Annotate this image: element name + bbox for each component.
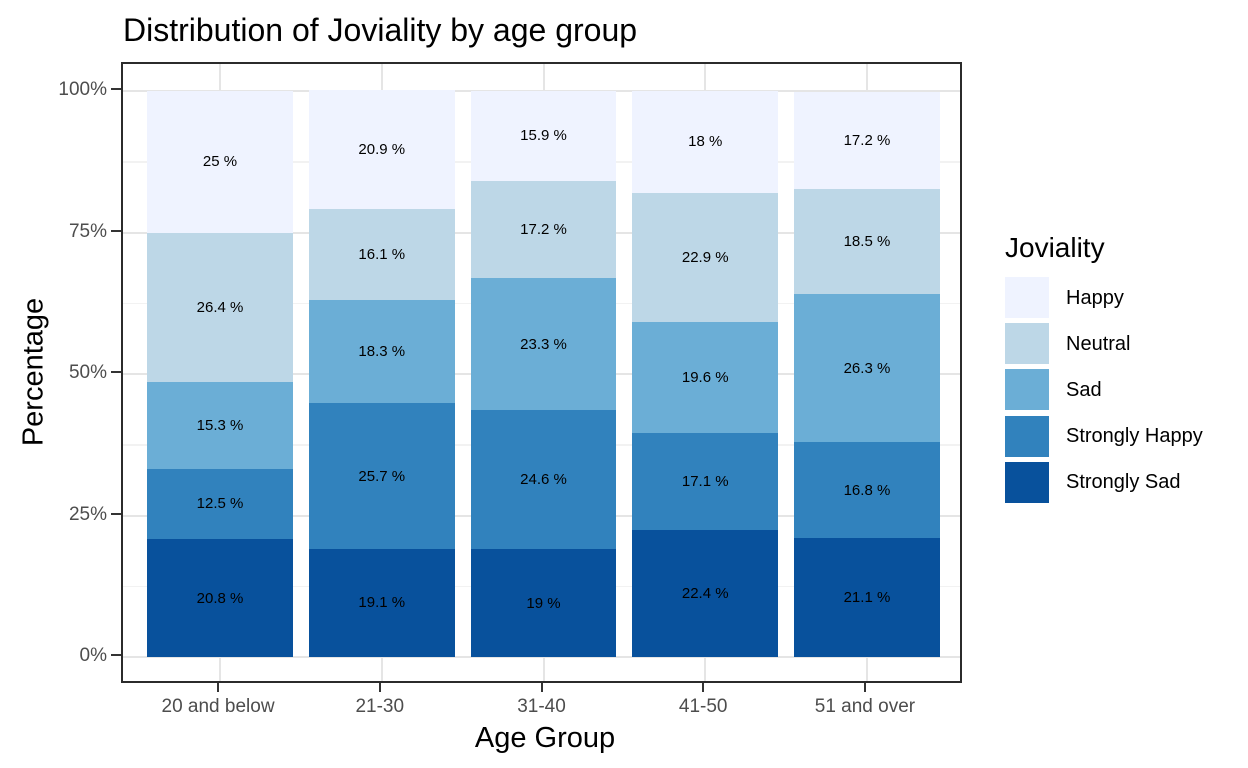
legend-key-swatch (1005, 461, 1049, 503)
bar-segment: 25 % (147, 91, 293, 233)
bar-segment: 18.5 % (794, 188, 940, 294)
y-tick-mark (111, 229, 121, 232)
x-tick-mark (378, 683, 381, 692)
x-tick-mark (217, 683, 220, 692)
y-tick-label: 0% (79, 645, 107, 666)
bar-segment-label: 19.6 % (681, 369, 729, 387)
bar-segment: 17.1 % (632, 433, 778, 531)
bar-segment: 18 % (632, 91, 778, 193)
y-axis-title: Percentage (17, 297, 50, 447)
bar-segment: 17.2 % (794, 91, 940, 189)
bar-segment-label: 16.1 % (358, 245, 406, 263)
bar-segment: 19.1 % (308, 548, 455, 657)
bar-segment-label: 18 % (688, 133, 723, 151)
bar-segment: 20.8 % (147, 539, 293, 657)
bar-segment-label: 15.3 % (196, 416, 244, 434)
bar-segment: 26.3 % (794, 293, 940, 443)
y-tick-mark (111, 512, 121, 515)
bar-segment: 22.9 % (632, 192, 778, 323)
y-tick-label: 75% (68, 220, 107, 242)
legend-label: Neutral (1066, 332, 1131, 355)
legend-key-swatch (1005, 415, 1049, 457)
bar-segment: 24.6 % (470, 410, 617, 550)
bar-segment: 20.9 % (308, 90, 455, 209)
bar-segment-label: 15.9 % (520, 127, 567, 145)
legend-label: Strongly Happy (1066, 425, 1203, 448)
bar-segment-label: 17.2 % (520, 221, 567, 239)
bar-segment-label: 18.5 % (843, 232, 891, 250)
legend-key-swatch (1005, 323, 1049, 365)
bar-segment-label: 20.9 % (358, 141, 406, 159)
legend-key-swatch (1005, 369, 1049, 411)
plot-panel: 20.8 % 12.5 % 15.3 % 26.4 % 25 % 19.1 % 25.7 %… (121, 62, 962, 683)
y-tick-label: 50% (68, 362, 107, 383)
bar-segment-label: 26.4 % (196, 298, 244, 316)
y-tick-mark (111, 654, 121, 656)
x-tick-mark (863, 683, 866, 692)
bar-segment-label: 26.3 % (843, 359, 891, 377)
bar-segment-label: 12.5 % (196, 495, 244, 513)
x-tick-label: 51 and over (814, 696, 916, 717)
legend-label: Sad (1066, 378, 1102, 401)
bar-segment-label: 19 % (526, 594, 561, 612)
legend-label: Happy (1066, 286, 1124, 309)
bar-segment-label: 22.4 % (681, 585, 729, 603)
x-tick-mark (702, 683, 705, 692)
x-axis-title: Age Group (474, 722, 616, 754)
bar-segment: 17.2 % (470, 180, 617, 279)
x-tick-mark (540, 683, 543, 692)
gridline-major (123, 656, 960, 658)
bar-segment: 25.7 % (308, 403, 455, 549)
bar-segment-label: 20.8 % (196, 589, 244, 607)
legend-label: Strongly Sad (1066, 471, 1181, 494)
bar-segment: 16.1 % (308, 208, 455, 300)
bar-segment-label: 24.6 % (520, 471, 567, 489)
legend-title: Joviality (1005, 232, 1105, 263)
bar-segment-label: 21.1 % (843, 588, 891, 606)
y-tick-mark (111, 88, 121, 90)
bar-segment-label: 17.2 % (843, 131, 891, 149)
bar-segment-label: 16.8 % (843, 481, 891, 499)
x-tick-label: 21-30 (355, 696, 405, 717)
y-tick-mark (111, 371, 121, 373)
bar-segment: 15.9 % (470, 91, 617, 181)
bar-segment-label: 22.9 % (681, 249, 729, 267)
bar-segment-label: 23.3 % (520, 335, 567, 353)
bar-segment-label: 19.1 % (358, 594, 406, 612)
bar-segment: 22.4 % (632, 530, 778, 657)
bar-segment: 26.4 % (147, 232, 293, 382)
bar-segment-label: 17.1 % (681, 473, 729, 491)
x-tick-label: 31-40 (517, 696, 566, 717)
bar-segment: 19 % (470, 549, 617, 657)
bar-segment: 16.8 % (794, 442, 940, 538)
bar-segment: 18.3 % (308, 299, 455, 404)
bar-segment: 15.3 % (147, 381, 293, 469)
bar-segment: 19.6 % (632, 322, 778, 434)
bar-segment-label: 25.7 % (358, 467, 406, 485)
legend-key-swatch (1005, 277, 1049, 318)
bar-segment-label: 25 % (202, 153, 238, 171)
x-tick-label: 41-50 (678, 696, 728, 717)
bar-segment: 12.5 % (147, 468, 293, 540)
chart-title: Distribution of Joviality by age group (123, 12, 638, 48)
y-tick-label: 100% (58, 79, 107, 100)
bar-segment-label: 18.3 % (358, 343, 406, 361)
bar-segment: 23.3 % (470, 278, 617, 411)
y-tick-label: 25% (68, 503, 107, 525)
bar-segment: 21.1 % (794, 537, 940, 657)
x-tick-label: 20 and below (161, 696, 275, 717)
